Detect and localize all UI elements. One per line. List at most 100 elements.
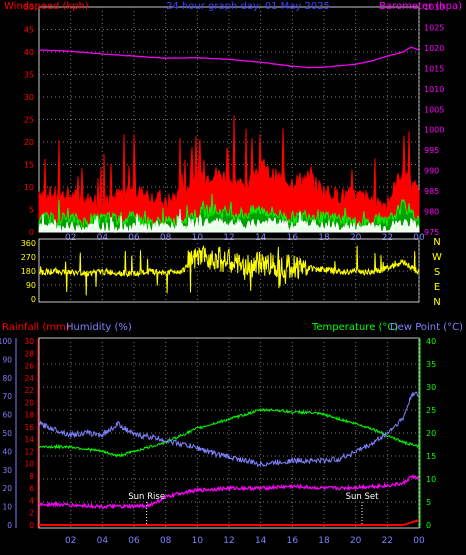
rainfall-tick-label: 18 (24, 411, 34, 420)
temperature-x-tick-labels: 02 04 06 08 10 12 14 16 18 20 22 00 (65, 536, 425, 546)
compass-label: W (432, 252, 442, 263)
temperature-axis-label: Temperature (°C) (311, 322, 398, 333)
rainfall-axis-label: Rainfall (mm) (2, 322, 70, 333)
x-tick-label: 08 (160, 536, 172, 546)
dewpoint-series-line (38, 473, 420, 510)
rainfall-tick-label: 4 (29, 496, 34, 505)
rainfall-tick-label: 26 (24, 362, 34, 371)
rainfall-tick-label: 14 (24, 435, 34, 444)
windspeed-tick-label: 30 (24, 93, 34, 102)
x-tick-label: 16 (287, 536, 299, 546)
x-tick-label: 16 (287, 233, 299, 243)
x-tick-label: 02 (65, 536, 76, 546)
humidity-tick-label: 30 (2, 466, 12, 475)
humidity-tick-label: 40 (2, 447, 12, 456)
wind-series (38, 46, 420, 234)
rainfall-tick-label: 24 (24, 374, 34, 383)
temperature-tick-label: 5 (426, 498, 431, 507)
barometer-tick-label: 1005 (424, 105, 444, 114)
x-tick-label: 02 (65, 233, 76, 243)
x-tick-label: 06 (128, 536, 140, 546)
compass-label: N (433, 297, 440, 308)
gust-series-area (38, 115, 420, 233)
humidity-series-line (38, 391, 420, 468)
barometer-tick-label: 995 (424, 146, 439, 155)
windspeed-tick-label: 25 (24, 116, 34, 125)
x-tick-label: 22 (382, 233, 393, 243)
humidity-tick-label: 90 (2, 355, 12, 364)
temperature-tick-label: 10 (426, 475, 436, 484)
temperature-tick-label: 20 (426, 429, 436, 438)
x-tick-label: 22 (382, 536, 393, 546)
x-tick-label: 20 (350, 233, 362, 243)
direction-tick-label: 180 (21, 267, 36, 276)
x-tick-label: 10 (192, 233, 204, 243)
humidity-tick-label: 10 (2, 503, 12, 512)
sun-annotation-label: Sun Rise (128, 492, 165, 502)
windspeed-tick-label: 40 (24, 48, 34, 57)
rainfall-tick-label: 0 (29, 521, 34, 530)
sun-annotations: Sun Rise Sun Set (128, 492, 379, 526)
temperature-tick-label: 25 (426, 406, 436, 415)
x-tick-label: 00 (413, 536, 425, 546)
humidity-tick-label: 20 (2, 484, 12, 493)
barometer-tick-label: 985 (424, 187, 439, 196)
rainfall-tick-label: 10 (24, 460, 34, 469)
rainfall-tick-label: 2 (29, 509, 34, 518)
compass-label: N (433, 237, 440, 248)
humidity-tick-label: 50 (2, 429, 12, 438)
dewpoint-axis-label: Dew Point (°C) (390, 322, 463, 333)
direction-tick-label: 0 (31, 295, 36, 304)
x-tick-label: 14 (255, 233, 267, 243)
windspeed-tick-label: 15 (24, 161, 34, 170)
x-tick-label: 10 (192, 536, 204, 546)
temperature-grid (39, 338, 420, 528)
humidity-tick-label: 0 (7, 521, 12, 530)
rainfall-tick-label: 6 (29, 484, 34, 493)
temperature-series (38, 391, 420, 526)
barometer-tick-label: 1010 (424, 85, 444, 94)
barometer-tick-label: 1030 (424, 3, 444, 12)
compass-label: S (434, 267, 440, 278)
temperature-tick-label: 35 (426, 360, 436, 369)
humidity-tick-label: 100 (0, 337, 12, 346)
x-tick-label: 18 (318, 233, 330, 243)
humidity-tick-label: 70 (2, 392, 12, 401)
direction-grid (39, 239, 420, 302)
barometer-tick-label: 990 (424, 167, 439, 176)
barometer-tick-label: 975 (424, 228, 439, 237)
wind-x-tick-labels: 02 04 06 08 10 12 14 16 18 20 22 00 (65, 233, 425, 243)
humidity-tick-label: 80 (2, 374, 12, 383)
rainfall-tick-label: 30 (24, 337, 34, 346)
temperature-tick-label: 0 (426, 521, 431, 530)
direction-tick-label: 90 (26, 281, 36, 290)
rainfall-tick-label: 16 (24, 423, 34, 432)
x-tick-label: 12 (223, 536, 234, 546)
sun-annotation-label: Sun Set (346, 492, 379, 502)
temperature-tick-label: 15 (426, 452, 436, 461)
windspeed-tick-label: 5 (29, 206, 34, 215)
rainfall-tick-label: 12 (24, 447, 34, 456)
temperature-tick-label: 40 (426, 337, 436, 346)
humidity-tick-labels: 0 10 20 30 40 50 60 70 80 90 100 (0, 337, 12, 530)
barometer-series-line (38, 46, 420, 69)
windspeed-tick-label: 20 (24, 138, 34, 147)
barometer-tick-label: 980 (424, 208, 439, 217)
barometer-tick-label: 1015 (424, 64, 444, 73)
direction-tick-label: 270 (21, 253, 36, 262)
x-tick-label: 08 (160, 233, 172, 243)
x-tick-label: 12 (223, 233, 234, 243)
humidity-tick-label: 60 (2, 411, 12, 420)
x-tick-label: 18 (318, 536, 330, 546)
windspeed-tick-label: 50 (24, 3, 34, 12)
chart-title: 24 hour graph day: 01 May 2025 (166, 1, 330, 12)
rainfall-tick-label: 8 (29, 472, 34, 481)
x-tick-label: 06 (128, 233, 140, 243)
wind-direction-series (38, 244, 420, 296)
temperature-series-line (38, 407, 420, 458)
